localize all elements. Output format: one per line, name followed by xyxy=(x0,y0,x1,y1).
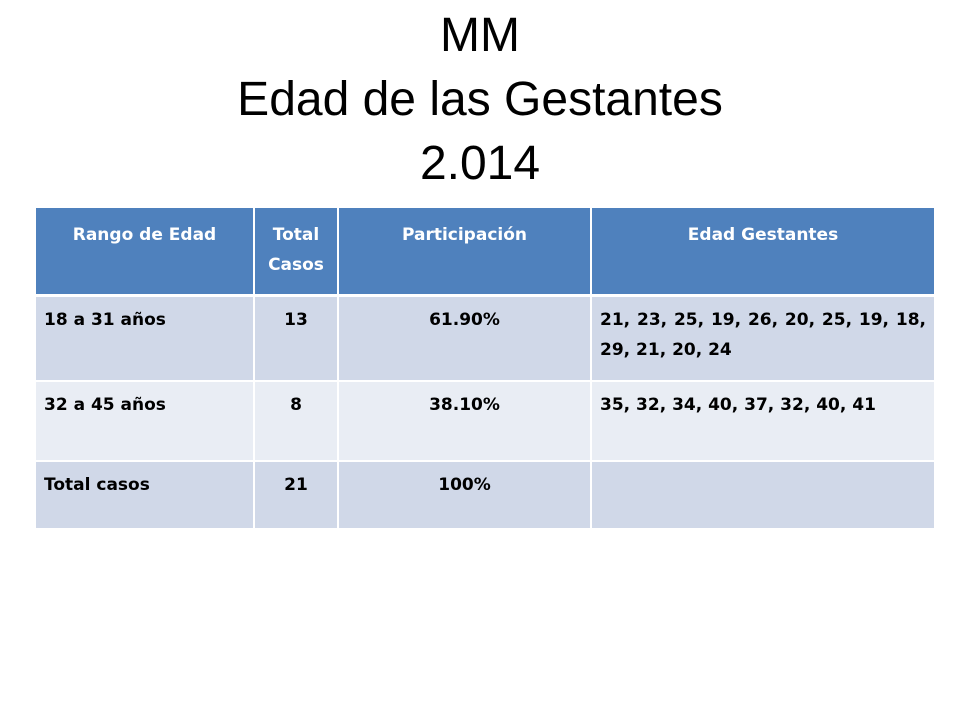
cell-total: 8 xyxy=(253,381,339,462)
cell-rango: Total casos xyxy=(34,461,255,530)
table-row: 32 a 45 años 8 38.10% 35, 32, 34, 40, 37… xyxy=(34,381,936,462)
slide-title: MM Edad de las Gestantes 2.014 xyxy=(0,4,960,196)
cell-edades: 35, 32, 34, 40, 37, 32, 40, 41 xyxy=(590,381,936,462)
table-row: Total casos 21 100% xyxy=(34,461,936,530)
cell-rango: 32 a 45 años xyxy=(34,381,255,462)
cell-participacion: 61.90% xyxy=(337,295,592,382)
header-participacion: Participación xyxy=(337,208,592,297)
age-table: Rango de Edad Total Casos Participación … xyxy=(34,208,936,530)
cell-edades: 21, 23, 25, 19, 26, 20, 25, 19, 18, 29, … xyxy=(590,295,936,382)
header-edad-gestantes: Edad Gestantes xyxy=(590,208,936,297)
header-rango-de-edad: Rango de Edad xyxy=(34,208,255,297)
title-line-1: MM xyxy=(440,9,520,62)
cell-participacion: 38.10% xyxy=(337,381,592,462)
table-header-row: Rango de Edad Total Casos Participación … xyxy=(34,208,936,297)
header-total-casos: Total Casos xyxy=(253,208,339,297)
cell-participacion: 100% xyxy=(337,461,592,530)
cell-edades xyxy=(590,461,936,530)
cell-total: 13 xyxy=(253,295,339,382)
title-line-3: 2.014 xyxy=(419,137,541,190)
table-row: 18 a 31 años 13 61.90% 21, 23, 25, 19, 2… xyxy=(34,295,936,382)
title-line-2: Edad de las Gestantes xyxy=(237,73,723,126)
cell-total: 21 xyxy=(253,461,339,530)
cell-rango: 18 a 31 años xyxy=(34,295,255,382)
